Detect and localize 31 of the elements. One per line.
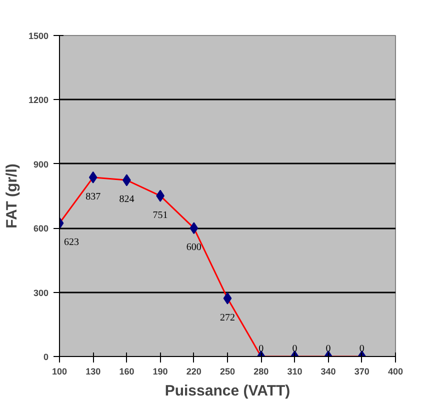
x-tick-label: 310	[287, 366, 302, 376]
y-tick-label: 0	[43, 352, 49, 362]
y-tick-label: 600	[33, 224, 49, 234]
x-tick-label: 220	[186, 366, 202, 376]
data-label: 0	[326, 344, 331, 354]
data-label: 623	[64, 237, 79, 248]
y-tick-label: 300	[33, 288, 49, 298]
x-tick-label: 400	[388, 366, 404, 376]
y-tick-label: 900	[33, 159, 49, 170]
x-tick-label: 130	[86, 366, 101, 376]
point	[88, 171, 98, 184]
x-tick-label: 160	[119, 366, 134, 376]
data-label: 824	[119, 194, 134, 206]
data-label: 272	[220, 312, 235, 324]
x-tick-label: 370	[354, 366, 370, 376]
x-tick-label: 250	[220, 366, 236, 376]
x-tick-label: 190	[152, 366, 168, 376]
data-label: 600	[186, 242, 202, 254]
x-tick-label: 340	[320, 366, 336, 376]
data-label: 0	[292, 344, 298, 354]
data-label: 0	[359, 344, 364, 354]
data-label: 751	[152, 210, 168, 221]
y-tick-label: 1200	[28, 95, 49, 106]
data-label: 0	[258, 344, 264, 354]
point	[190, 222, 198, 234]
y-tick-label: 1500	[28, 31, 49, 41]
data-label: 837	[86, 191, 101, 202]
x-tick-label: 280	[254, 366, 269, 376]
y-axis-title: FAT (gr/l)	[3, 164, 20, 228]
x-axis-title: Puissance (VATT)	[164, 382, 290, 400]
x-tick-label: 100	[52, 366, 68, 376]
